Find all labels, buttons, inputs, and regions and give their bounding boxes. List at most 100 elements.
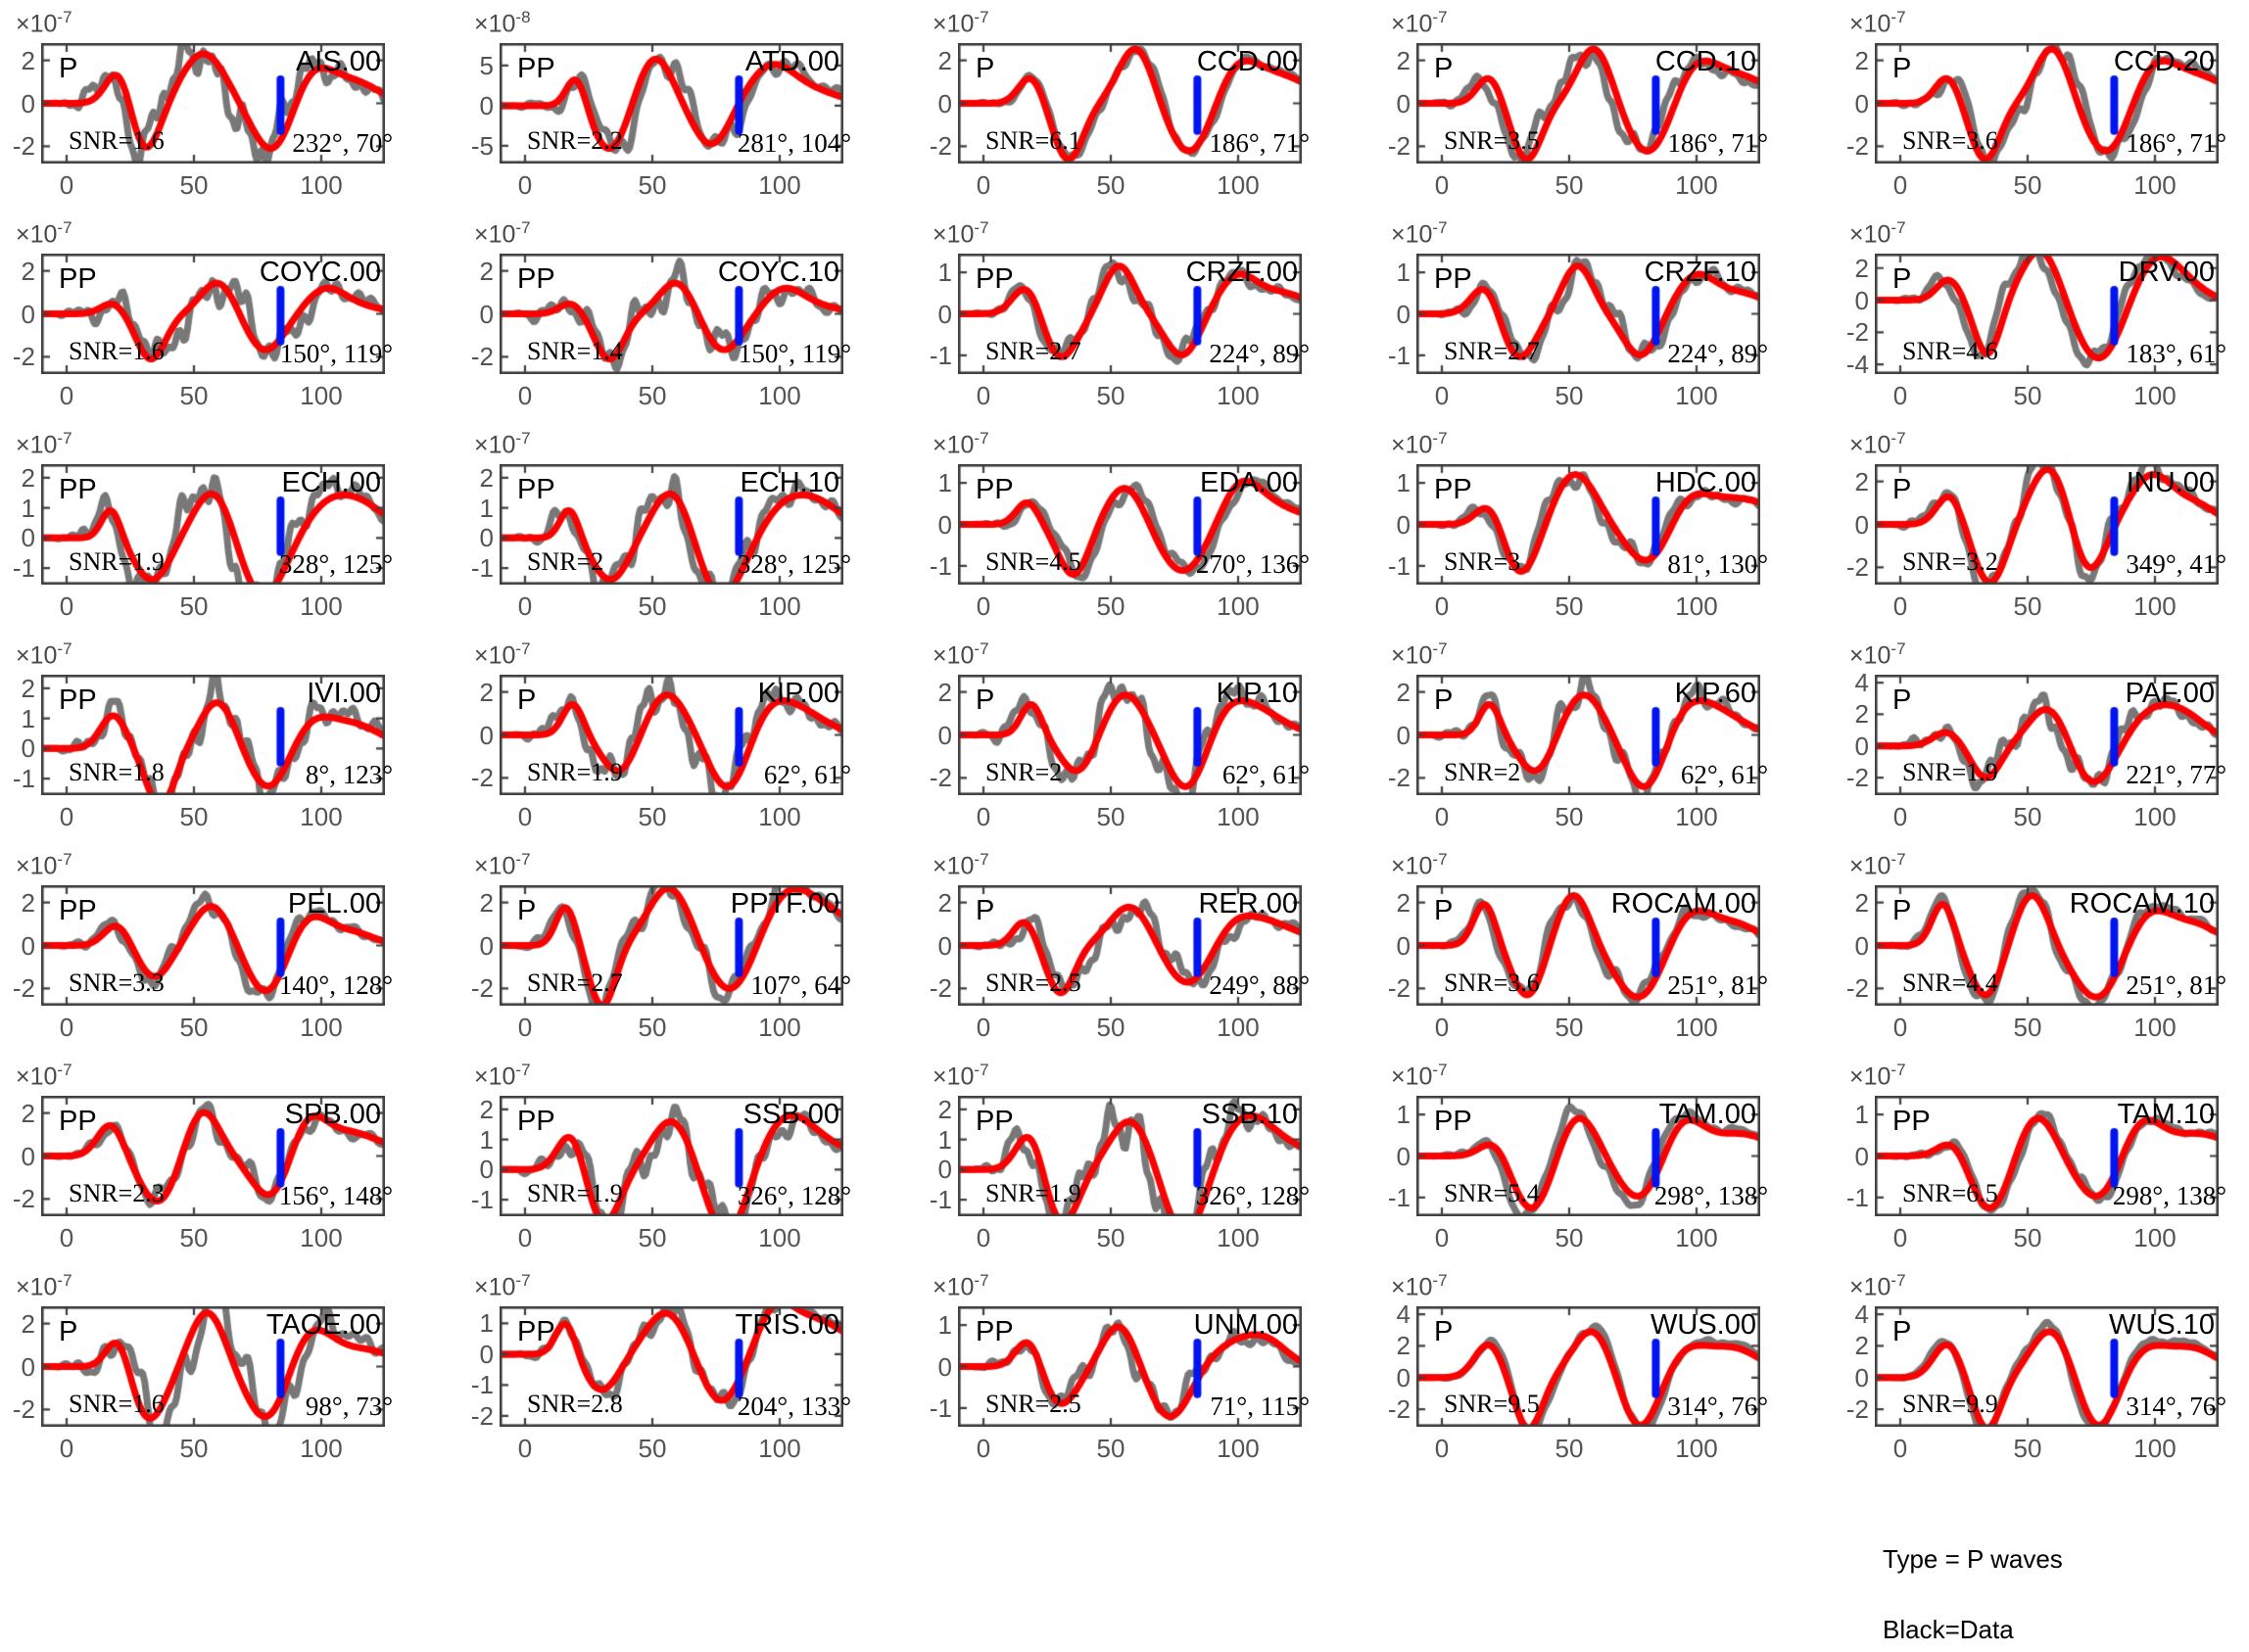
x-tick-label: 0 [1892,170,1908,200]
station-label: PEL.00 [287,888,381,920]
y-tick-label: 4 [1854,1299,1869,1330]
y-tick-label: 2 [21,1308,35,1339]
y-tick-label: -1 [12,553,35,584]
x-tick-label: 100 [2133,170,2177,200]
phase-label: P [59,53,78,84]
y-scale-exponent: -7 [1432,639,1448,658]
phase-label: P [59,1316,78,1347]
y-scale-label: ×10-7 [1849,8,1906,38]
azimuth-distance-label: 349°, 41° [2126,549,2226,579]
x-tick-label: 50 [638,170,667,200]
waveform-canvas [958,1096,1302,1216]
station-label: DRV.00 [2118,257,2215,288]
panel-WUS.00: ×10-7 4 2 0 -2 0 50 100 P WUS.00 SNR=9.5 314°, 76° [1388,1271,1768,1463]
y-scale-label: ×10-7 [1391,218,1448,249]
snr-label: SNR=1.9 [527,1179,623,1207]
station-label: EDA.00 [1200,467,1298,498]
x-tick-label: 50 [638,1434,667,1463]
y-tick-label: 0 [937,930,952,961]
panel-INU.00: ×10-7 2 0 -2 0 50 100 P INU.00 SNR=3.2 349°, 41° [1846,429,2226,621]
x-tick-label: 100 [2133,1434,2177,1463]
y-scale-label: ×10-7 [1391,429,1448,459]
x-tick-label: 0 [1892,802,1908,831]
azimuth-distance-label: 183°, 61° [2126,339,2226,368]
phase-label: PP [1892,1106,1931,1137]
y-scale-exponent: -7 [974,429,989,448]
snr-label: SNR=9.5 [1444,1390,1540,1418]
x-tick-label: 0 [517,170,533,200]
y-scale-base: ×10 [1849,852,1891,880]
phase-label: P [517,684,537,716]
snr-label: SNR=2 [985,758,1063,786]
station-label: TAM.00 [1658,1099,1756,1130]
x-tick-label: 50 [1096,1434,1125,1463]
y-tick-label: 0 [937,1351,952,1382]
x-tick-label: 100 [758,802,801,831]
y-scale-exponent: -7 [1890,639,1906,658]
azimuth-distance-label: 156°, 148° [278,1181,393,1210]
phase-label: P [976,684,995,716]
panel-TAOE.00: ×10-7 2 0 -2 0 50 100 P TAOE.00 SNR=1.6 98°, 73° [13,1271,393,1463]
phase-label: PP [976,474,1014,505]
y-tick-label: 2 [21,45,35,75]
panel-WUS.10: ×10-7 4 2 0 -2 0 50 100 P WUS.10 SNR=9.9 314°, 76° [1846,1271,2226,1463]
y-tick-label: 2 [479,887,494,918]
x-tick-label: 50 [179,1223,209,1252]
phase-label: PP [59,684,97,716]
y-tick-label: -1 [470,1370,494,1400]
x-tick-label: 50 [1096,591,1125,621]
x-tick-label: 100 [1217,802,1260,831]
y-scale-base: ×10 [474,1273,516,1301]
y-tick-label: -2 [929,131,952,162]
snr-label: SNR=6.5 [1902,1179,1998,1207]
y-scale-exponent: -7 [1432,429,1448,448]
y-scale-label: ×10-7 [1849,1271,1906,1301]
y-scale-label: ×10-7 [1391,850,1448,880]
waveform-canvas [41,1096,385,1216]
y-scale-label: ×10-7 [474,429,531,459]
x-tick-label: 0 [517,1013,533,1042]
y-scale-label: ×10-7 [1391,639,1448,670]
phase-label: P [976,895,995,926]
y-scale-exponent: -7 [515,639,531,658]
x-tick-label: 0 [1434,381,1450,410]
y-scale-label: ×10-7 [474,639,531,670]
y-tick-label: -5 [470,130,494,161]
y-tick-label: -2 [1845,552,1869,583]
y-tick-label: 2 [21,462,35,493]
snr-label: SNR=2.7 [1444,337,1540,365]
x-tick-label: 50 [179,802,209,831]
x-tick-label: 50 [1555,591,1584,621]
y-tick-label: 0 [479,299,494,329]
x-tick-label: 100 [758,1434,801,1463]
y-tick-label: 0 [1854,1362,1869,1392]
x-tick-label: 0 [1434,802,1450,831]
y-tick-label: -1 [929,1185,952,1215]
azimuth-distance-label: 314°, 76° [1667,1392,1768,1421]
snr-label: SNR=1.8 [69,758,165,786]
y-scale-label: ×10-7 [1391,1271,1448,1301]
x-tick-label: 50 [179,381,209,410]
station-label: PAF.00 [2125,678,2215,709]
y-scale-label: ×10-7 [1849,639,1906,670]
x-tick-label: 50 [2013,1223,2042,1252]
station-label: KIP.00 [757,678,839,709]
snr-label: SNR=3.2 [1902,547,1998,576]
station-label: ECH.10 [740,467,839,498]
y-scale-exponent: -7 [1890,1061,1906,1079]
y-scale-exponent: -7 [57,850,72,869]
phase-label: PP [517,474,555,505]
y-scale-base: ×10 [16,10,58,38]
panel-RER.00: ×10-7 2 0 -2 0 50 100 P RER.00 SNR=2.5 249°, 88° [930,850,1310,1042]
waveform-canvas [1875,464,2219,585]
station-label: IVI.00 [307,678,381,709]
y-tick-label: 0 [1396,299,1411,329]
y-scale-exponent: -7 [515,850,531,869]
azimuth-distance-label: 328°, 125° [278,549,393,579]
y-tick-label: 0 [21,523,35,553]
panel-IVI.00: ×10-7 2 1 0 -1 0 50 100 PP IVI.00 SNR=1.8 8°, 123° [13,639,393,831]
snr-label: SNR=2 [1444,758,1521,786]
y-tick-label: 0 [1396,930,1411,961]
y-scale-label: ×10-7 [16,639,72,670]
x-tick-label: 0 [517,381,533,410]
